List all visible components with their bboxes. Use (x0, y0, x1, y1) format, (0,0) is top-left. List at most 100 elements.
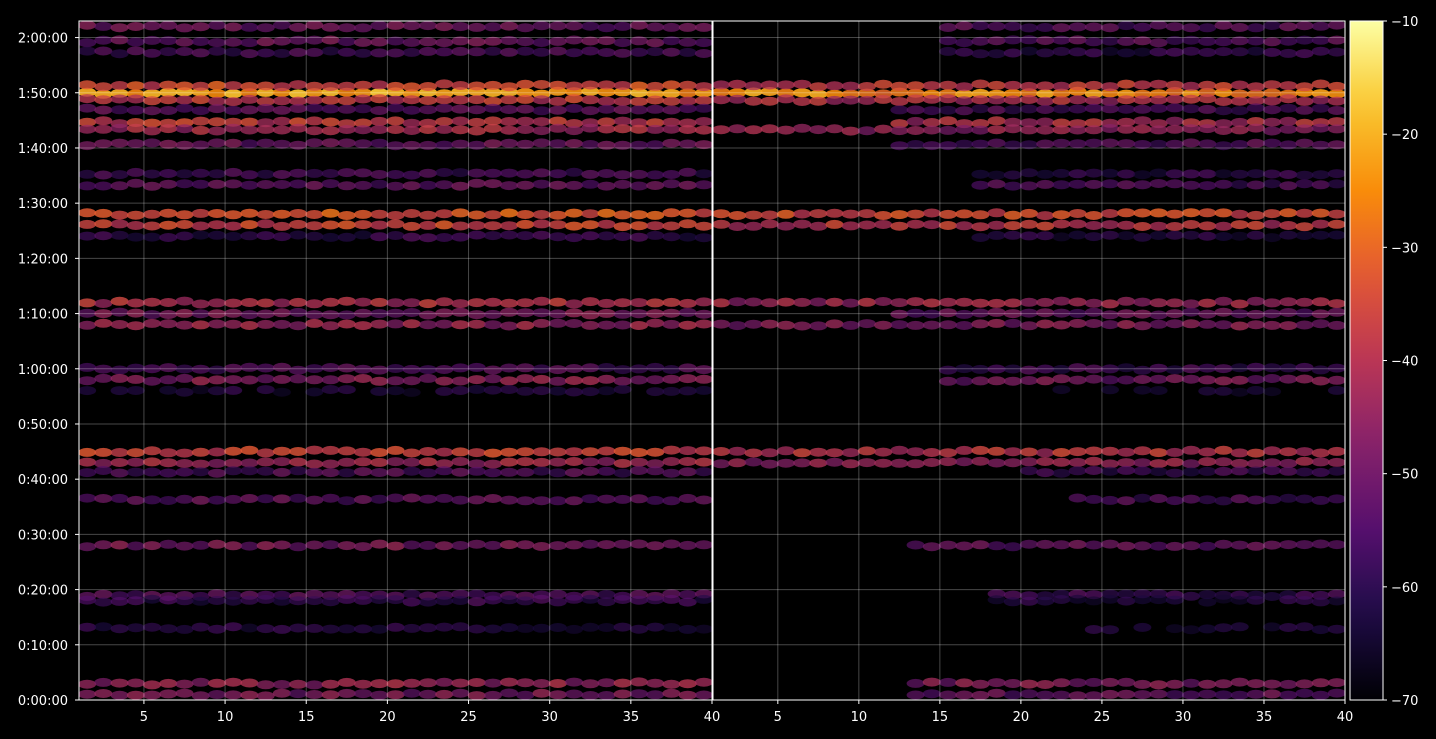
heatmap-cell (630, 457, 648, 467)
heatmap-cell (224, 385, 243, 395)
heatmap-cell (272, 387, 291, 397)
heatmap-cell (224, 105, 243, 115)
heatmap-cell (1101, 179, 1119, 189)
heatmap-cell (467, 459, 486, 469)
heatmap-cell (1084, 364, 1103, 374)
heatmap-cell (1230, 140, 1249, 149)
heatmap-cell (467, 210, 486, 220)
heatmap-cell (305, 221, 324, 231)
heatmap-cell (126, 210, 145, 220)
heatmap-cell (208, 589, 226, 599)
heatmap-cell (662, 88, 681, 98)
heatmap-cell (419, 118, 437, 128)
heatmap-cell (386, 298, 405, 308)
heatmap-cell (1279, 447, 1298, 457)
heatmap-cell (354, 364, 372, 374)
heatmap-cell (597, 386, 616, 396)
heatmap-cell (1182, 46, 1201, 56)
heatmap-cell (857, 297, 876, 307)
heatmap-cell (191, 691, 210, 700)
heatmap-cell (354, 467, 372, 477)
heatmap-cell (1084, 590, 1103, 600)
heatmap-cell (354, 80, 372, 90)
heatmap-cell (1279, 595, 1298, 605)
heatmap-cell (1295, 622, 1314, 632)
heatmap-cell (1311, 590, 1330, 600)
heatmap-cell (467, 95, 486, 105)
heatmap-cell (467, 310, 486, 320)
heatmap-cell (1279, 540, 1298, 550)
heatmap-cell (467, 47, 486, 57)
heatmap-cell (1084, 494, 1103, 504)
heatmap-cell (208, 21, 226, 30)
heatmap-cell (272, 624, 291, 634)
heatmap-cell (370, 80, 389, 90)
heatmap-cell (1117, 124, 1136, 134)
heatmap-cell (175, 679, 194, 689)
heatmap-cell (646, 230, 665, 240)
heatmap-cell (1117, 309, 1136, 319)
heatmap-cell (532, 679, 551, 688)
heatmap-cell (191, 596, 210, 606)
heatmap-cell (646, 622, 665, 632)
heatmap-cell (1068, 308, 1087, 318)
heatmap-cell (402, 493, 421, 503)
heatmap-cell (435, 308, 454, 318)
heatmap-cell (370, 679, 389, 689)
heatmap-cell (451, 125, 470, 135)
heatmap-cell (662, 47, 681, 57)
heatmap-cell (305, 35, 324, 45)
heatmap-cell (1311, 467, 1330, 477)
heatmap-cell (613, 458, 632, 468)
heatmap-cell (159, 124, 178, 134)
heatmap-cell (1052, 385, 1071, 395)
heatmap-cell (955, 678, 974, 688)
heatmap-cell (744, 96, 763, 106)
heatmap-cell (1020, 231, 1038, 241)
heatmap-cell (1295, 679, 1314, 689)
heatmap-cell (224, 167, 243, 177)
heatmap-cell (548, 365, 567, 375)
heatmap-cell (419, 46, 437, 56)
heatmap-cell (272, 180, 291, 189)
heatmap-cell (94, 597, 113, 607)
heatmap-cell (1246, 117, 1265, 126)
heatmap-cell (1117, 180, 1136, 190)
heatmap-cell (305, 310, 324, 320)
heatmap-cell (646, 362, 665, 372)
heatmap-cell (678, 298, 697, 308)
heatmap-cell (1214, 119, 1233, 129)
heatmap-cell (1117, 541, 1136, 551)
heatmap-cell (1311, 46, 1330, 56)
heatmap-cell (94, 494, 113, 503)
heatmap-cell (987, 458, 1006, 468)
heatmap-cell (110, 123, 129, 133)
heatmap-cell (386, 219, 405, 229)
heatmap-cell (760, 459, 779, 469)
heatmap-cell (159, 363, 178, 373)
heatmap-cell (1214, 307, 1233, 317)
heatmap-cell (1036, 169, 1055, 179)
heatmap-cell (1182, 307, 1201, 317)
heatmap-cell (419, 310, 437, 320)
heatmap-cell (321, 208, 340, 218)
heatmap-cell (126, 123, 145, 133)
heatmap-cell (1246, 595, 1265, 605)
heatmap-cell (1279, 124, 1298, 134)
heatmap-cell (874, 320, 893, 330)
heatmap-cell (613, 97, 632, 106)
heatmap-cell (1327, 219, 1345, 229)
heatmap-cell (971, 180, 990, 190)
heatmap-cell (809, 297, 828, 307)
heatmap-cell (1263, 37, 1282, 47)
colorbar-tick-label: −40 (1391, 355, 1418, 370)
heatmap-cell (110, 596, 129, 606)
heatmap-cell (1198, 298, 1217, 308)
heatmap-cell (841, 95, 860, 105)
heatmap-cell (906, 140, 925, 149)
heatmap-cell (94, 21, 113, 31)
heatmap-cell (1182, 94, 1201, 104)
heatmap-cell (402, 82, 421, 92)
heatmap-cell (516, 496, 535, 506)
heatmap-cell (613, 48, 632, 58)
